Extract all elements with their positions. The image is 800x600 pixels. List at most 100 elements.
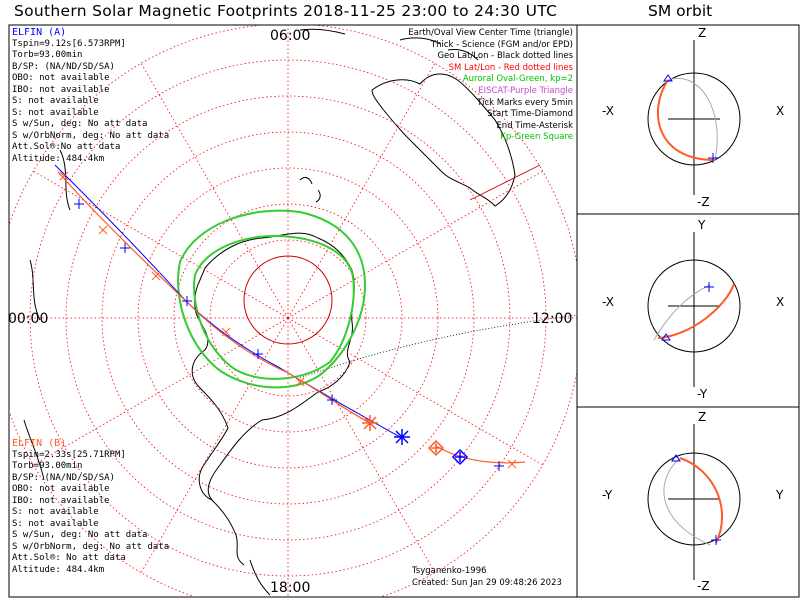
elfin-b-track-end	[435, 445, 526, 464]
auroral-oval-outer	[177, 209, 367, 389]
elfin-b-line: OBO: not available	[12, 484, 110, 494]
sm-lon-line	[287, 317, 544, 466]
elfin-a-name: ELFIN (A)	[12, 27, 67, 38]
tick-mark	[120, 243, 130, 253]
legend-item: Geo Lat/Lon - Black dotted lines	[437, 51, 573, 62]
elfin-a-line: S w/Sun, deg: No att data	[12, 119, 148, 129]
legend-item: Earth/Oval View Center Time (triangle)	[408, 28, 573, 38]
orbit-track	[657, 283, 735, 339]
legend-item: Tick Marks every 5min	[477, 97, 573, 108]
elfin-a-line: B/SP: (NA/ND/SD/SA)	[12, 61, 115, 72]
tick-mark	[98, 225, 108, 235]
australia-coastline	[371, 73, 516, 207]
elfin-a-start-diamond	[451, 448, 469, 466]
tick-mark	[59, 171, 69, 181]
clock-label-right: 12:00	[532, 311, 572, 327]
clock-label-left: 00:00	[8, 311, 48, 327]
orbit-label-bottom: -Y	[697, 387, 708, 401]
orbit-end-marker	[704, 282, 714, 292]
elfin-a-line: Tspin=9.12s[6.573RPM]	[12, 38, 126, 49]
auroral-oval-inner	[193, 234, 355, 380]
orbit-start-marker	[671, 454, 681, 462]
orbit-label-top: Y	[697, 218, 706, 232]
elfin-b-line: B/SP: (NA/ND/SD/SA)	[12, 472, 115, 483]
orbit-gray	[653, 284, 711, 341]
orbit-label-right: X	[776, 295, 784, 309]
orbit-label-left: -Y	[602, 488, 613, 502]
elfin-b-line: Altitude: 484.4km	[12, 564, 105, 575]
legend-item: End Time-Asterisk	[496, 120, 573, 131]
auroral-oval	[177, 209, 367, 389]
tick-mark	[74, 199, 84, 209]
elfin-a-line: S: not available	[12, 96, 99, 106]
orbit-label-bottom: -Z	[697, 195, 710, 209]
sm-lat-circle	[65, 95, 511, 541]
elfin-a-ticks	[74, 199, 504, 471]
antarctica-coastline	[191, 232, 355, 501]
clock-label-top: 06:00	[270, 28, 310, 44]
elfin-a-track	[54, 164, 403, 439]
elfin-a-line: S w/OrbNorm, deg: No att data	[12, 130, 170, 141]
geo-lat-line	[299, 314, 577, 379]
tick-mark	[327, 395, 337, 405]
plot-title: Southern Solar Magnetic Footprints 2018-…	[14, 2, 558, 20]
elfin-b-track	[57, 171, 371, 424]
orbit-label-right: Y	[775, 488, 784, 502]
orbit-track	[679, 457, 724, 544]
created-timestamp: Created: Sun Jan 29 09:48:26 2023	[412, 578, 562, 588]
orbit-panel-frame-3	[576, 406, 800, 598]
elfin-a-line: Torb=93.00min	[12, 50, 83, 60]
sm-lon-line	[32, 170, 289, 319]
elfin-a-info: ELFIN (A) Tspin=9.12s[6.573RPM] Torb=93.…	[12, 27, 169, 165]
orbit-label-top: Z	[698, 410, 706, 424]
orbit-gray	[663, 457, 711, 546]
elfin-b-name: ELFIN (B)	[12, 438, 67, 449]
orbit-start-marker	[661, 333, 671, 341]
sm-lon-line	[287, 62, 436, 319]
tick-mark	[253, 349, 263, 359]
orbit-label-right: X	[776, 104, 784, 118]
orbit-panel-frame-2	[576, 213, 800, 408]
elfin-a-line: Att.Sol®:No att data	[12, 142, 121, 152]
map-frame	[8, 24, 578, 598]
model-credit: Tsyganenko-1996	[412, 566, 487, 576]
geo-lon-line	[469, 164, 541, 201]
elfin-b-line: Torb=93.00min	[12, 461, 83, 471]
orbit-gray	[667, 78, 718, 161]
sm-lon-line	[140, 62, 289, 319]
sm-lat-circle	[29, 59, 547, 577]
elfin-b-ticks	[59, 171, 517, 469]
tick-mark	[494, 461, 504, 471]
south-america	[249, 559, 271, 596]
legend-item: Start Time-Diamond	[487, 109, 573, 120]
elfin-b-line: S: not available	[12, 518, 99, 529]
orbit-panels: Z -Z -X X Y -Y -X X Z	[576, 24, 800, 598]
earth-circle	[647, 72, 741, 166]
orbit-track	[656, 79, 716, 161]
orbit-label-left: -X	[602, 295, 614, 309]
tick-mark	[221, 327, 231, 337]
elfin-b-line: S: not available	[12, 507, 99, 517]
antarctic-peninsula	[211, 499, 245, 566]
tick-mark	[182, 296, 192, 306]
tick-mark	[295, 377, 305, 387]
indonesia-islands	[299, 28, 479, 61]
tick-mark	[507, 459, 517, 469]
orbit-label-top: Z	[698, 26, 706, 40]
clock-label-bottom: 18:00	[270, 580, 310, 596]
sm-lon-line	[287, 317, 436, 574]
elfin-b-line: Att.Sol®: No att data	[12, 553, 126, 563]
sm-lon-line	[32, 317, 289, 466]
elfin-a-line: IBO: not available	[12, 84, 110, 95]
coastlines	[23, 28, 516, 596]
orbit-end-marker	[711, 535, 721, 545]
sm-lon-line	[287, 170, 544, 319]
legend: Earth/Oval View Center Time (triangle) T…	[408, 28, 573, 144]
sm-lat-circle	[209, 239, 367, 397]
elfin-b-line: IBO: not available	[12, 495, 110, 506]
sm-lat-circle	[137, 167, 439, 469]
earth-circle	[647, 452, 741, 546]
sm-lat-circle	[173, 203, 403, 433]
orbit-label-left: -X	[602, 104, 614, 118]
